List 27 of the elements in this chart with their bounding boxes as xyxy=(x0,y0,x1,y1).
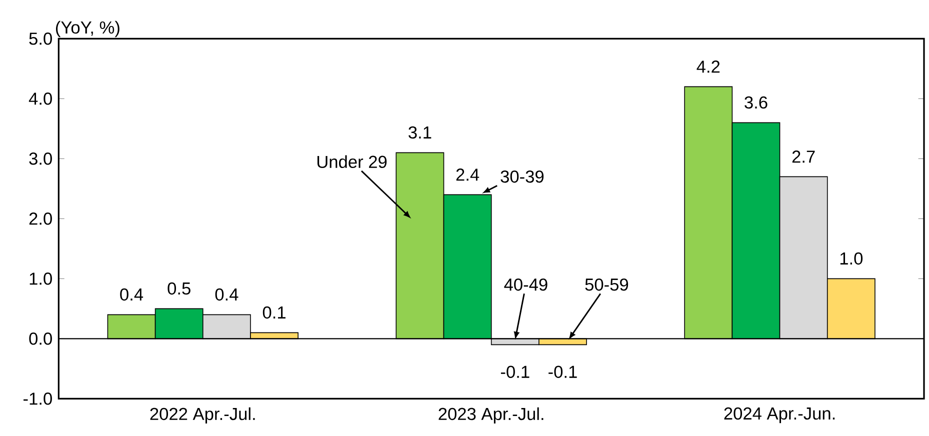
text: 40-49 xyxy=(504,278,548,291)
y-tick-label: 5.0 xyxy=(29,32,52,45)
y-tick-label: 2.0 xyxy=(29,212,52,225)
data-label: 3.6 xyxy=(744,96,768,109)
x-tick-label: 2022 Apr.-Jul. xyxy=(150,407,255,424)
data-label: -0.1 xyxy=(500,366,530,378)
data-label: 2.7 xyxy=(792,150,815,163)
data-label: 0.1 xyxy=(262,306,286,319)
series-label: 30-39 xyxy=(500,170,544,183)
y-tick-label: 1.0 xyxy=(30,272,52,285)
data-label: -0.1 xyxy=(548,366,577,378)
x-tick-label: 2024 Apr.-Jun. xyxy=(724,407,835,424)
y-tick-label: -1.0 xyxy=(24,392,52,405)
series-label: Under 29 xyxy=(317,155,387,168)
data-label: 0.4 xyxy=(215,288,238,301)
y-tick-label: 4.0 xyxy=(28,92,52,105)
y-axis-title: (YoY, %) xyxy=(56,20,120,38)
data-label: 2.4 xyxy=(456,168,480,181)
data-label: 0.4 xyxy=(120,288,144,301)
x-tick-label: 2023 Apr.-Jul. xyxy=(438,407,544,424)
text: 50-59 xyxy=(585,278,628,291)
y-tick-label: 3.0 xyxy=(29,152,52,165)
data-label: 4.2 xyxy=(696,60,720,73)
data-label: 0.5 xyxy=(168,282,190,295)
y-tick-label: 0.0 xyxy=(29,332,52,345)
data-label: 1.0 xyxy=(840,252,863,265)
data-label: 3.1 xyxy=(408,126,432,139)
